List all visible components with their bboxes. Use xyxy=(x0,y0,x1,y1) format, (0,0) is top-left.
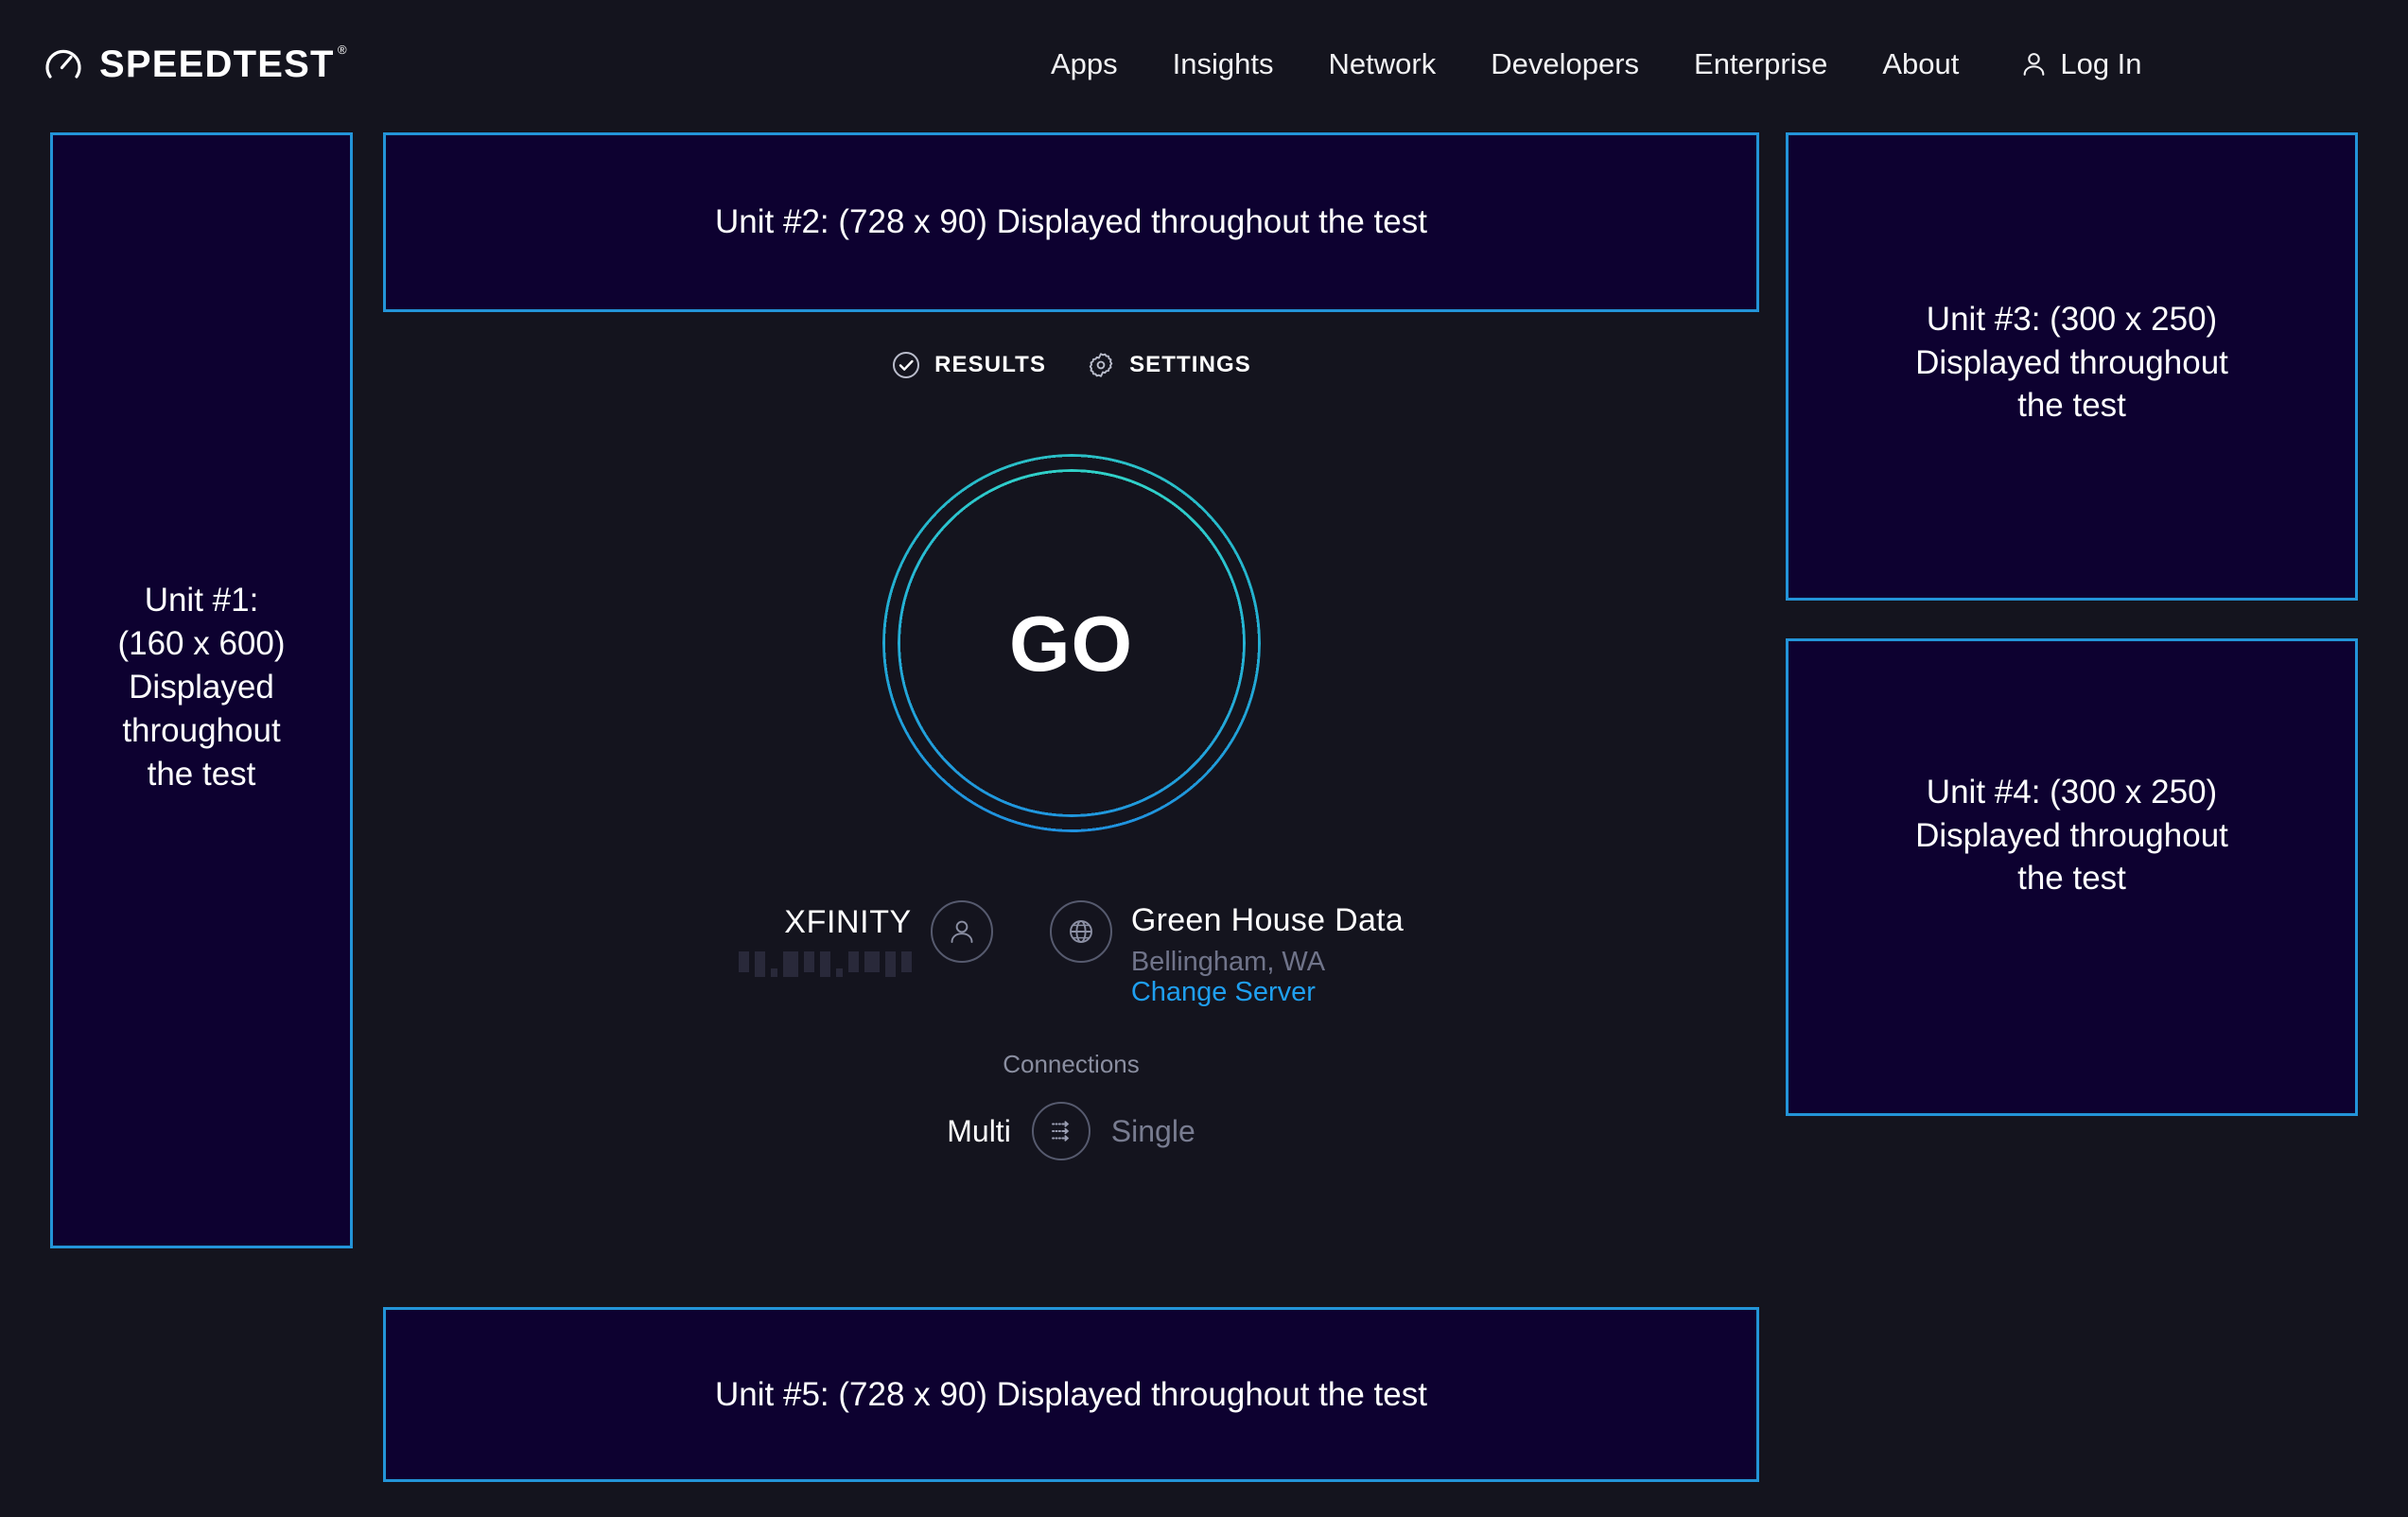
trademark-symbol: ® xyxy=(338,42,347,57)
ad-unit-1[interactable]: Unit #1: (160 x 600) Displayed throughou… xyxy=(50,132,353,1248)
site-header: SPEEDTEST ® Apps Insights Network Develop… xyxy=(0,0,2408,128)
tab-results[interactable]: RESULTS xyxy=(891,350,1046,380)
ad-unit-2-text: Unit #2: (728 x 90) Displayed throughout… xyxy=(715,203,1427,241)
change-server-link[interactable]: Change Server xyxy=(1130,977,1316,1008)
tab-results-label: RESULTS xyxy=(934,352,1047,377)
main-navigation: Apps Insights Network Developers Enterpr… xyxy=(1023,0,2170,128)
logo-wordmark: SPEEDTEST ® xyxy=(99,43,347,85)
speedtest-logo[interactable]: SPEEDTEST ® xyxy=(44,43,347,85)
speedometer-icon xyxy=(44,44,83,84)
connections-label: Connections xyxy=(1003,1050,1140,1079)
ad-unit-2[interactable]: Unit #2: (728 x 90) Displayed throughout… xyxy=(383,132,1759,312)
server-name: Green House Data xyxy=(1130,902,1405,938)
logo-text: SPEEDTEST xyxy=(99,43,335,85)
nav-item-network[interactable]: Network xyxy=(1328,47,1437,80)
go-button-label: GO xyxy=(1008,599,1134,688)
globe-circle-icon xyxy=(1049,900,1112,963)
check-circle-icon xyxy=(891,350,921,380)
gear-icon xyxy=(1086,350,1116,380)
nav-item-insights[interactable]: Insights xyxy=(1172,47,1274,80)
tab-settings[interactable]: SETTINGS xyxy=(1086,350,1251,380)
ad-unit-3-text: Unit #3: (300 x 250) Displayed throughou… xyxy=(1915,300,2228,425)
nav-item-developers[interactable]: Developers xyxy=(1491,47,1640,80)
server-location: Bellingham, WA xyxy=(1130,947,1326,978)
isp-ip-redacted xyxy=(738,951,912,978)
ad-unit-4[interactable]: Unit #4: (300 x 250) Displayed throughou… xyxy=(1786,638,2358,1116)
speedtest-main-panel: RESULTS SETTINGS GO XFINITY xyxy=(383,312,1759,1161)
ad-unit-5-text: Unit #5: (728 x 90) Displayed throughout… xyxy=(715,1375,1427,1413)
connections-option-single[interactable]: Single xyxy=(1110,1114,1195,1149)
go-ring-inner xyxy=(897,469,1246,817)
go-button[interactable]: GO xyxy=(881,454,1261,832)
connections-toggle: Multi Single xyxy=(947,1102,1195,1161)
ad-unit-5[interactable]: Unit #5: (728 x 90) Displayed throughout… xyxy=(383,1307,1759,1482)
nav-item-enterprise[interactable]: Enterprise xyxy=(1694,47,1828,80)
ad-unit-1-text: Unit #1: (160 x 600) Displayed throughou… xyxy=(117,582,286,793)
isp-texts: XFINITY xyxy=(738,900,912,978)
ad-unit-4-text: Unit #4: (300 x 250) Displayed throughou… xyxy=(1915,773,2228,898)
ad-unit-3[interactable]: Unit #3: (300 x 250) Displayed throughou… xyxy=(1786,132,2358,601)
nav-item-about[interactable]: About xyxy=(1882,47,1960,80)
person-circle-icon xyxy=(930,900,993,963)
login-label: Log In xyxy=(2060,47,2142,80)
isp-name: XFINITY xyxy=(784,904,912,940)
nav-item-apps[interactable]: Apps xyxy=(1051,47,1118,80)
isp-block[interactable]: XFINITY xyxy=(738,900,1050,978)
panel-tabs: RESULTS SETTINGS xyxy=(891,350,1251,380)
connections-option-multi[interactable]: Multi xyxy=(947,1114,1011,1149)
connection-info-row: XFINITY xyxy=(383,900,1759,1008)
server-block[interactable]: Green House Data Bellingham, WA Change S… xyxy=(1049,900,1404,1008)
connections-control: Connections Multi Single xyxy=(947,1050,1195,1161)
server-texts: Green House Data Bellingham, WA Change S… xyxy=(1131,900,1404,1008)
tab-settings-label: SETTINGS xyxy=(1129,352,1251,377)
login-button[interactable]: Log In xyxy=(1986,49,2169,78)
person-icon xyxy=(2020,50,2048,78)
multi-arrows-icon[interactable] xyxy=(1031,1102,1091,1161)
